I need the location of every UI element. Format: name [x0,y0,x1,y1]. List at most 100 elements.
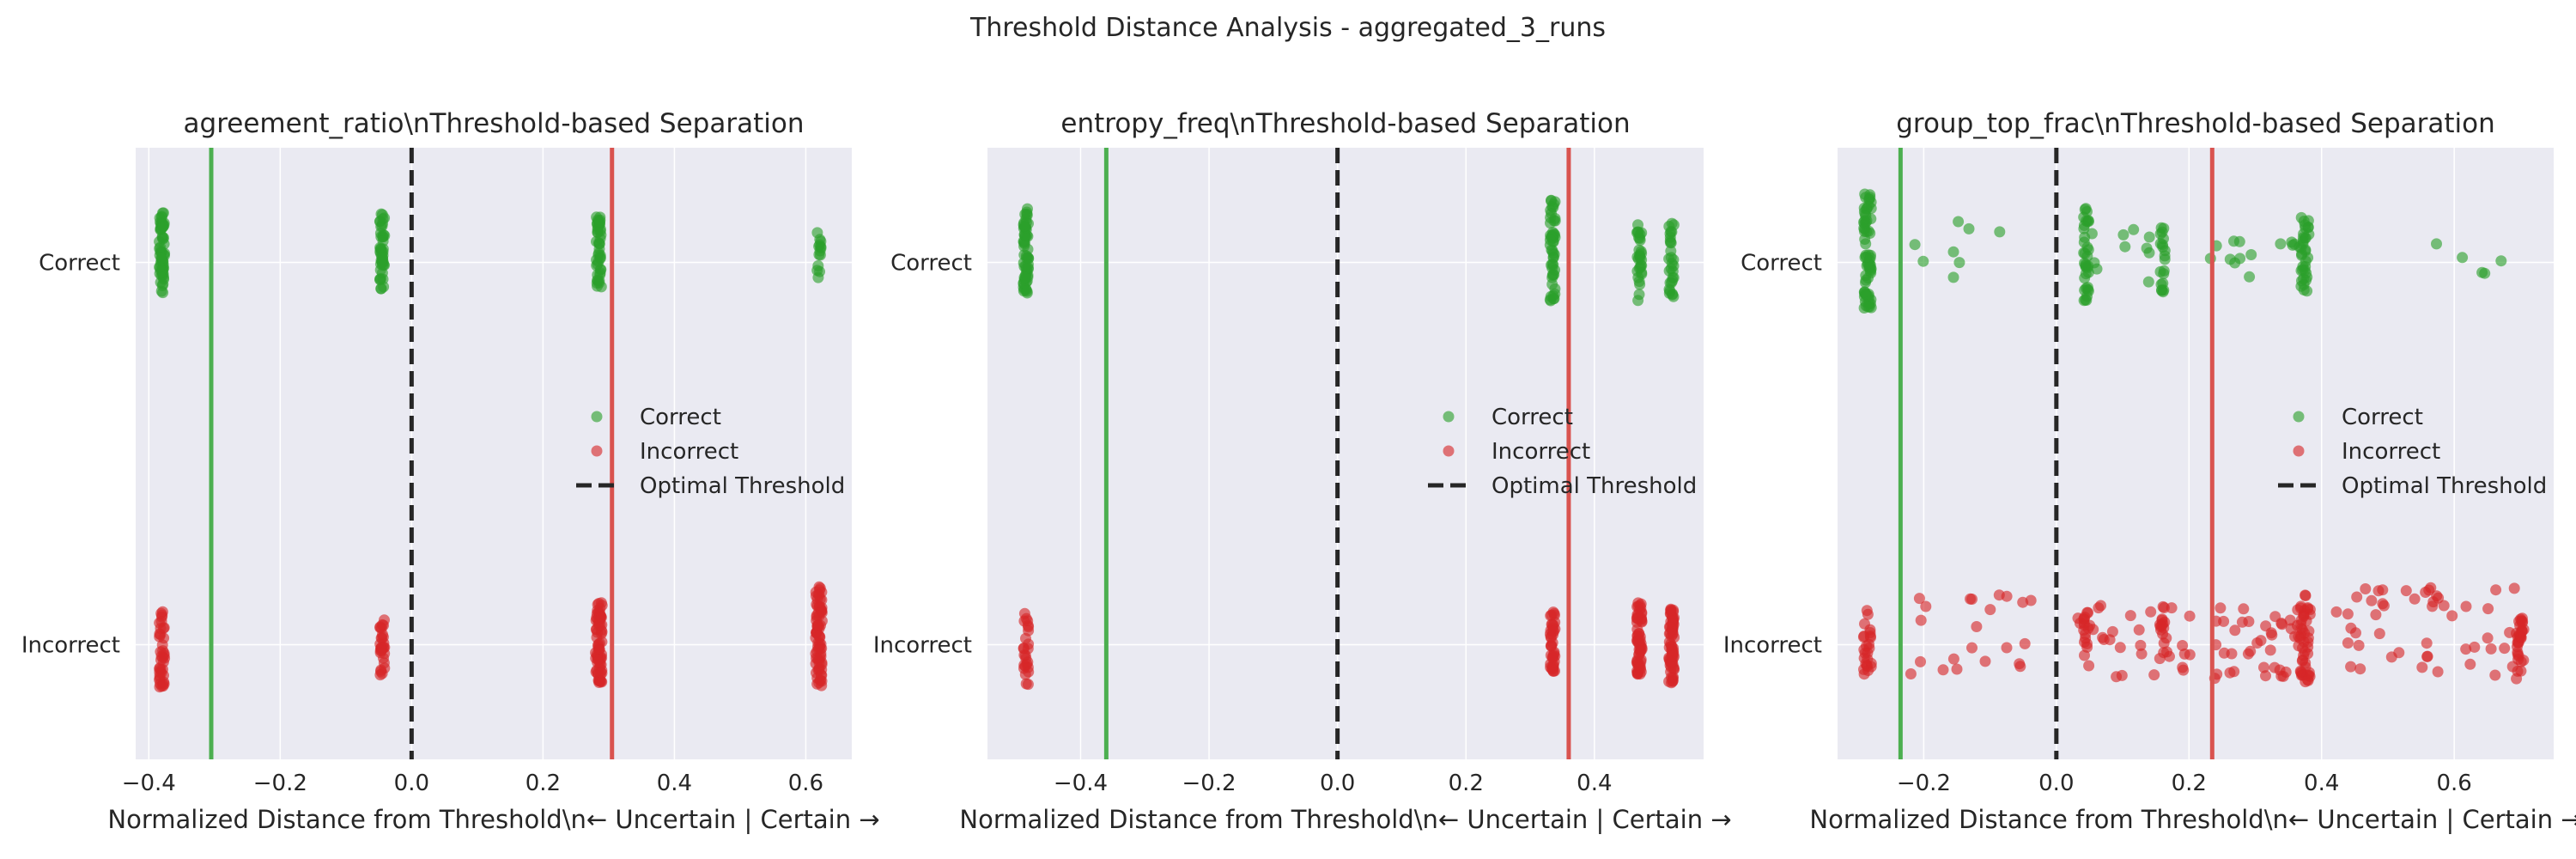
correct-point [1022,262,1034,274]
incorrect-point [2229,624,2241,637]
legend-label: Optimal Threshold [640,473,845,499]
correct-point [1860,300,1872,312]
incorrect-point [2236,616,2248,628]
correct-point [2233,235,2245,247]
incorrect-point [2014,661,2026,673]
plot-area [987,148,1704,759]
incorrect-point [2345,661,2357,673]
correct-point [2117,228,2129,241]
incorrect-point [2482,632,2494,644]
legend-label: Correct [2342,405,2423,430]
incorrect-point [1920,600,1932,612]
correct-point [377,235,389,247]
incorrect-point [2393,647,2405,659]
incorrect-point [154,667,166,679]
incorrect-point [2400,585,2412,597]
correct-point [2142,276,2154,288]
legend-marker [1443,445,1455,457]
incorrect-point [374,622,386,634]
incorrect-point [1665,666,1677,678]
incorrect-point [1862,608,1874,620]
correct-point [2431,238,2442,250]
incorrect-point [1022,679,1034,691]
incorrect-point [2377,598,2389,610]
correct-point [1021,206,1033,218]
incorrect-point [2421,637,2433,649]
incorrect-point [1905,668,1917,679]
correct-point [1668,219,1680,231]
correct-point [1547,293,1559,305]
incorrect-point [2154,618,2166,631]
incorrect-point [2292,604,2304,616]
incorrect-point [596,676,608,688]
x-tick-label: 0.6 [2436,771,2471,796]
incorrect-point [2373,628,2385,640]
correct-point [1546,201,1558,212]
incorrect-point [1545,640,1557,652]
incorrect-point [2416,661,2428,673]
correct-point [1909,239,1921,251]
incorrect-point [2511,627,2522,639]
incorrect-point [1966,642,1978,654]
incorrect-point [1951,663,1963,675]
incorrect-point [2291,619,2303,631]
correct-point [1917,255,1929,267]
incorrect-point [1548,609,1560,621]
incorrect-point [155,650,167,662]
incorrect-point [2145,606,2157,618]
legend-label: Optimal Threshold [2342,473,2547,499]
incorrect-point [1979,655,1991,667]
incorrect-point [1913,593,1925,605]
incorrect-point [1915,655,1926,667]
x-tick-label: 0.4 [1577,771,1612,796]
legend-label: Correct [640,405,721,430]
incorrect-point [1937,664,1949,676]
incorrect-point [2489,669,2501,681]
correct-point [1865,196,1877,208]
correct-point [1947,271,1959,283]
incorrect-point [2184,610,2196,622]
correct-point [2143,247,2155,259]
incorrect-point [2081,606,2093,618]
correct-point [2457,252,2469,264]
x-axis-label: Normalized Distance from Threshold\n← Un… [959,805,1731,834]
correct-point [1634,261,1646,273]
correct-point [815,242,827,254]
incorrect-point [1663,675,1675,687]
incorrect-point [2124,610,2136,622]
x-tick-label: −0.2 [1897,771,1951,796]
x-tick-label: 0.0 [2038,771,2074,796]
incorrect-point [1631,609,1643,620]
incorrect-point [810,590,822,602]
incorrect-point [2164,650,2175,662]
correct-point [2495,255,2507,267]
incorrect-point [2370,609,2382,621]
correct-point [1546,259,1557,271]
incorrect-point [2025,594,2037,606]
incorrect-point [2255,635,2267,647]
correct-point [2143,231,2155,243]
incorrect-point [377,642,389,654]
correct-point [2079,247,2091,259]
incorrect-point [2269,611,2281,623]
correct-point [1963,222,1975,235]
legend-label: Incorrect [2342,439,2440,465]
incorrect-point [158,678,170,690]
incorrect-point [2293,631,2305,643]
correct-point [2157,241,2169,253]
correct-point [1021,252,1033,264]
x-tick-label: 0.2 [1449,771,1484,796]
plot-area [136,148,852,759]
correct-point [1548,248,1560,260]
incorrect-point [378,657,390,669]
incorrect-point [1971,621,1983,632]
incorrect-point [2260,670,2271,682]
incorrect-point [2087,624,2099,636]
x-tick-label: −0.4 [122,771,176,796]
incorrect-point [155,607,167,619]
incorrect-point [2242,648,2254,660]
incorrect-point [2420,587,2432,598]
incorrect-point [2001,642,2013,654]
correct-point [1018,271,1030,283]
x-tick-label: −0.2 [253,771,307,796]
